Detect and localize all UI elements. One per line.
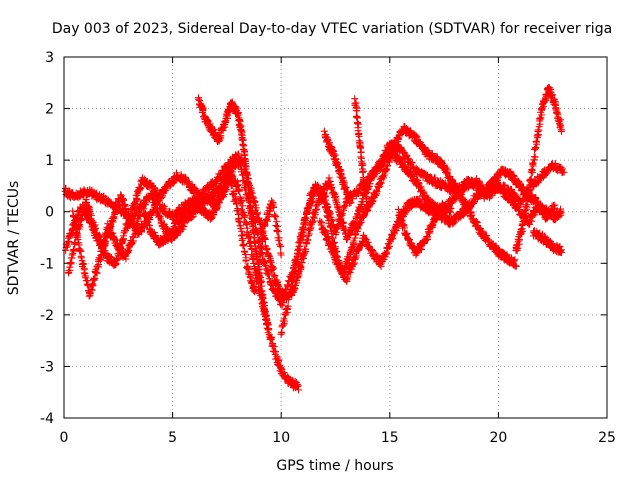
data-point	[507, 186, 515, 194]
data-point	[237, 197, 245, 205]
data-point	[132, 196, 140, 204]
data-point	[236, 117, 244, 125]
data-point	[557, 163, 565, 171]
data-point	[238, 236, 246, 244]
data-point	[239, 202, 247, 210]
data-point	[409, 163, 417, 171]
y-tick-label: 2	[45, 102, 54, 118]
data-point	[239, 241, 247, 249]
data-point	[251, 264, 259, 272]
data-point	[70, 245, 78, 253]
data-point	[531, 144, 539, 152]
y-tick-label: -2	[40, 308, 54, 324]
data-point	[131, 201, 139, 209]
y-tick-label: -1	[40, 256, 54, 272]
data-point	[408, 159, 416, 167]
data-point	[272, 348, 280, 356]
data-series	[61, 83, 568, 394]
x-tick-label: 10	[272, 430, 290, 446]
chart-title: Day 003 of 2023, Sidereal Day-to-day VTE…	[52, 21, 612, 37]
data-point	[136, 184, 144, 192]
data-point	[120, 232, 128, 240]
data-point	[273, 218, 281, 226]
data-point	[262, 261, 270, 269]
data-point	[240, 247, 248, 255]
x-tick-label: 25	[598, 430, 616, 446]
data-point	[560, 168, 568, 176]
y-tick-label: 0	[45, 205, 54, 221]
data-point	[162, 185, 170, 193]
data-point	[272, 213, 280, 221]
x-tick-label: 15	[381, 430, 399, 446]
data-point	[280, 369, 288, 377]
y-tick-label: -4	[40, 411, 54, 427]
data-point	[67, 259, 75, 267]
x-tick-label: 5	[168, 430, 177, 446]
data-point	[145, 195, 153, 203]
x-tick-label: 0	[60, 430, 69, 446]
data-point	[243, 221, 251, 229]
data-point	[260, 257, 268, 265]
data-point	[402, 151, 410, 159]
data-point	[250, 259, 258, 267]
data-point	[341, 202, 349, 210]
data-point	[239, 140, 247, 148]
data-point	[234, 186, 242, 194]
series-track-3	[65, 145, 565, 304]
data-point	[268, 335, 276, 343]
data-point	[272, 221, 280, 229]
data-point	[268, 197, 276, 205]
data-point	[76, 246, 84, 254]
data-point	[62, 246, 70, 254]
data-point	[89, 275, 97, 283]
y-tick-label: -3	[40, 359, 54, 375]
data-point	[267, 280, 275, 288]
data-point	[437, 177, 445, 185]
x-tick-label: 20	[489, 430, 507, 446]
data-point	[340, 203, 348, 211]
data-point	[269, 340, 277, 348]
y-tick-label: 3	[45, 50, 54, 66]
data-point	[305, 230, 313, 238]
data-point	[137, 185, 145, 193]
data-point	[245, 233, 253, 241]
y-tick-label: 1	[45, 153, 54, 169]
